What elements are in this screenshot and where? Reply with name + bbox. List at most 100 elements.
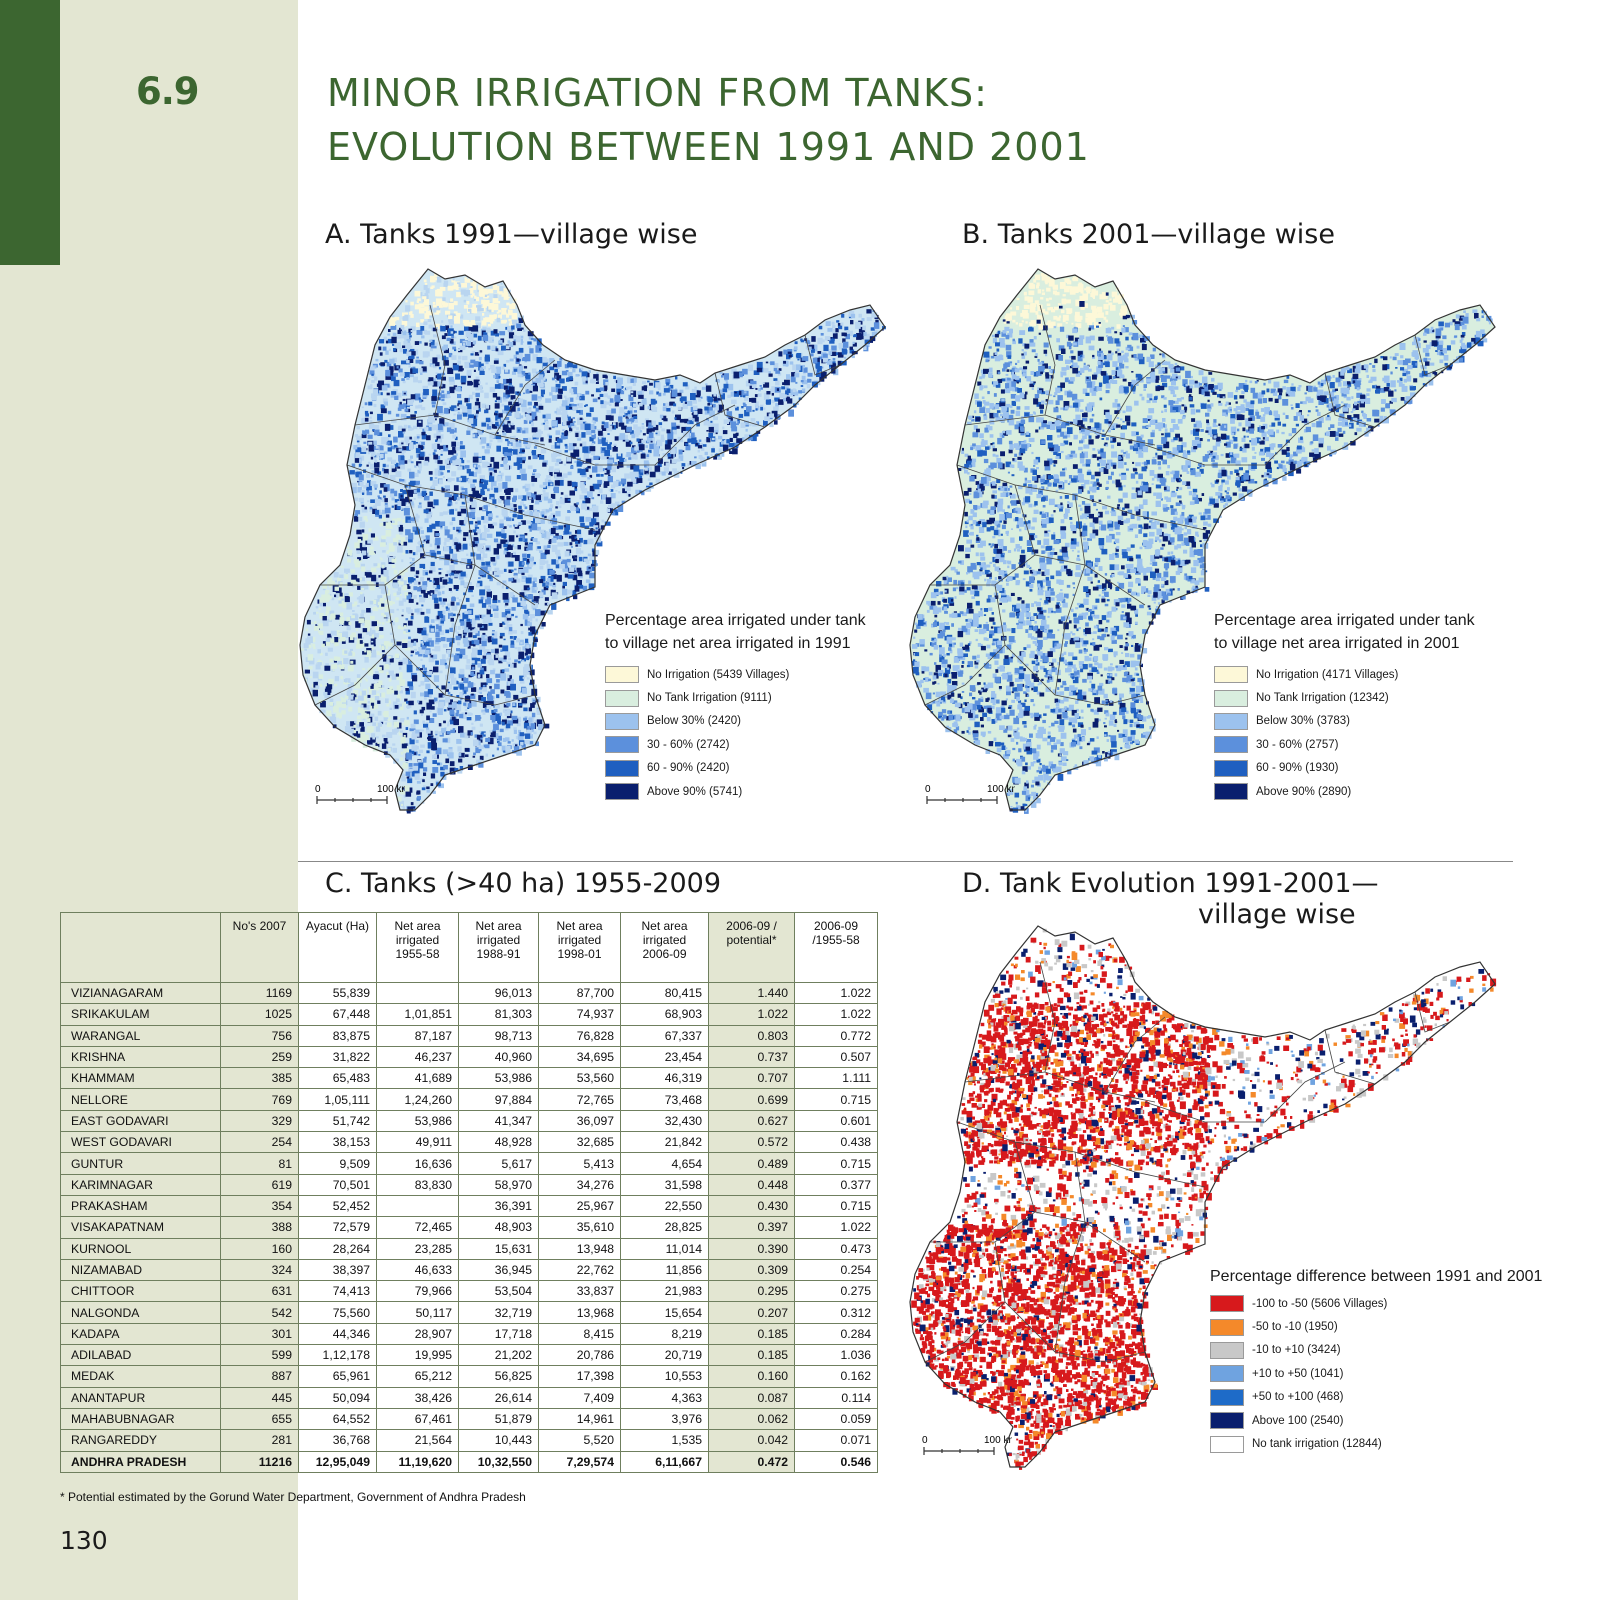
table-header-cell: No's 2007	[220, 912, 299, 983]
b-legend-label: Above 90% (2890)	[1256, 785, 1352, 798]
d-legend-swatch	[1210, 1365, 1244, 1383]
table-cell: 28,264	[298, 1237, 377, 1260]
table-cell: 0.601	[794, 1109, 878, 1133]
table-cell: 96,013	[458, 981, 539, 1005]
a-legend-swatch	[605, 759, 639, 777]
scale-bar-b-graphic: 0 100 km	[925, 784, 1020, 804]
a-legend-item: 30 - 60% (2742)	[605, 733, 866, 756]
a-legend-label: Below 30% (2420)	[647, 715, 741, 728]
table-cell: 36,768	[298, 1429, 377, 1452]
table-cell: 281	[220, 1429, 299, 1452]
table-row: KHAMMAM 385 65,483 41,689 53,986 53,560 46,319…	[60, 1067, 878, 1090]
table-cell: 0.438	[794, 1131, 878, 1154]
table-cell: 15,631	[458, 1237, 539, 1260]
table-cell: 756	[220, 1024, 299, 1047]
table-cell: 73,468	[620, 1088, 709, 1111]
a-legend-item: 60 - 90% (2420)	[605, 757, 866, 780]
scale-zero: 0	[922, 1435, 928, 1446]
table-cell: 0.312	[794, 1301, 878, 1324]
table-cell: 0.087	[708, 1386, 795, 1409]
table-cell: 20,719	[620, 1344, 709, 1367]
table-cell: 0.275	[794, 1280, 878, 1303]
table-cell: 34,276	[538, 1173, 621, 1196]
table-cell: 74,413	[298, 1280, 377, 1303]
table-cell: 0.377	[794, 1173, 878, 1196]
b-legend-label: No Tank Irrigation (12342)	[1256, 692, 1389, 705]
table-cell: 0.185	[708, 1322, 795, 1346]
table-row: RANGAREDDY 281 36,768 21,564 10,443 5,520 1,53…	[60, 1429, 878, 1452]
table-cell: 68,903	[620, 1003, 709, 1026]
table-header-cell: Net area irrigated 2006-09	[620, 912, 709, 983]
a-legend-item: Below 30% (2420)	[605, 710, 866, 733]
a-legend-label: 60 - 90% (2420)	[647, 762, 730, 775]
a-legend-swatch	[605, 712, 639, 730]
table-cell: 254	[220, 1131, 299, 1154]
table-cell	[376, 981, 459, 1005]
scale-label: 100 km	[987, 784, 1015, 795]
table-cell: 6,11,667	[620, 1450, 709, 1473]
table-cell: 0.707	[708, 1067, 795, 1090]
table-cell: 53,986	[376, 1109, 459, 1133]
map-tank-evolution	[909, 925, 1497, 1470]
table-cell: 23,285	[376, 1237, 459, 1260]
table-cell: 0.507	[794, 1045, 878, 1069]
state-outline	[299, 268, 886, 811]
d-legend-item: Above 100 (2540)	[1210, 1409, 1542, 1432]
table-cell: 50,094	[298, 1386, 377, 1409]
table-cell: 35,610	[538, 1216, 621, 1239]
table-row: WEST GODAVARI 254 38,153 49,911 48,928 32,685…	[60, 1131, 878, 1154]
table-cell: 17,398	[538, 1365, 621, 1388]
table-cell: 0.572	[708, 1131, 795, 1154]
legend-a-title-line2: to village net area irrigated in 1991	[605, 635, 851, 652]
table-cell: 542	[220, 1301, 299, 1324]
table-header-cell: Net area irrigated 1998-01	[538, 912, 621, 983]
table-cell: 17,718	[458, 1322, 539, 1346]
district-name-cell: VISAKAPATNAM	[60, 1216, 221, 1239]
a-legend-label: Above 90% (5741)	[647, 785, 743, 798]
table-cell: 21,983	[620, 1280, 709, 1303]
table-cell: 20,786	[538, 1344, 621, 1367]
table-cell: 55,839	[298, 981, 377, 1005]
table-cell: 0.472	[708, 1450, 795, 1473]
table-cell: 81,303	[458, 1003, 539, 1026]
table-cell: 0.062	[708, 1407, 795, 1431]
table-cell: 36,945	[458, 1258, 539, 1282]
table-cell: 80,415	[620, 981, 709, 1005]
table-cell: 19,995	[376, 1344, 459, 1367]
b-legend-swatch	[1214, 759, 1248, 777]
d-legend-swatch	[1210, 1388, 1244, 1406]
legend-b: Percentage area irrigated under tank to …	[1214, 609, 1475, 803]
d-legend-item: +10 to +50 (1041)	[1210, 1362, 1542, 1385]
table-cell: 1169	[220, 981, 299, 1005]
b-legend-item: 30 - 60% (2757)	[1214, 733, 1475, 756]
table-cell: 0.207	[708, 1301, 795, 1324]
district-name-cell: KARIMNAGAR	[60, 1173, 221, 1196]
table-cell: 49,911	[376, 1131, 459, 1154]
a-legend-swatch	[605, 736, 639, 754]
table-cell: 0.715	[794, 1152, 878, 1175]
table-cell: 65,961	[298, 1365, 377, 1388]
scale-bar-d-graphic: 0 100 km	[922, 1435, 1017, 1455]
b-legend-item: Above 90% (2890)	[1214, 780, 1475, 803]
table-cell: 67,337	[620, 1024, 709, 1047]
district-name-cell: MEDAK	[60, 1365, 221, 1388]
table-row: ADILABAD 599 1,12,178 19,995 21,202 20,786 20,…	[60, 1344, 878, 1367]
table-cell: 65,483	[298, 1067, 377, 1090]
village-cells	[911, 273, 1493, 814]
district-name-cell: CHITTOOR	[60, 1280, 221, 1303]
table-cell: 33,837	[538, 1280, 621, 1303]
d-legend-label: No tank irrigation (12844)	[1252, 1438, 1382, 1451]
table-cell: 0.772	[794, 1024, 878, 1047]
table-cell: 36,097	[538, 1109, 621, 1133]
tanks-table: No's 2007 Ayacut (Ha) Net area irrigated 1…	[60, 912, 878, 1473]
table-cell: 48,903	[458, 1216, 539, 1239]
table-cell: 12,95,049	[298, 1450, 377, 1473]
table-cell: 46,319	[620, 1067, 709, 1090]
table-cell: 98,713	[458, 1024, 539, 1047]
table-header-row: No's 2007 Ayacut (Ha) Net area irrigated 1…	[60, 912, 878, 983]
a-legend-item: No Tank Irrigation (9111)	[605, 686, 866, 709]
table-cell: 329	[220, 1109, 299, 1133]
table-cell: 0.160	[708, 1365, 795, 1388]
table-footnote: * Potential estimated by the Gorund Wate…	[60, 1490, 526, 1504]
table-row: NIZAMABAD 324 38,397 46,633 36,945 22,762 11,8…	[60, 1258, 878, 1282]
